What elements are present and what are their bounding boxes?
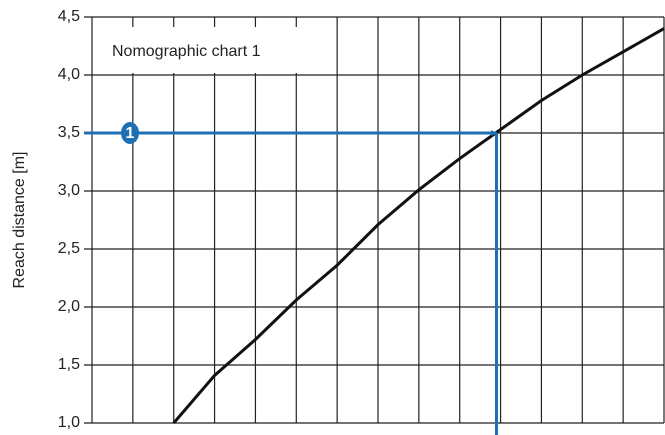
title-box xyxy=(100,27,315,73)
curve xyxy=(172,27,665,424)
y-tick-label: 3,5 xyxy=(58,124,80,141)
y-tick-label: 2,0 xyxy=(58,298,80,315)
y-tick-label: 4,0 xyxy=(58,66,80,83)
annotation-label: 1 xyxy=(126,125,135,142)
y-axis-label: Reach distance [m] xyxy=(11,152,28,289)
y-tick-label: 4,5 xyxy=(58,8,80,25)
y-tick-label: 3,0 xyxy=(58,182,80,199)
chart-title: Nomographic chart 1 xyxy=(112,43,261,60)
y-tick-label: 1,5 xyxy=(58,356,80,373)
y-tick-label: 1,0 xyxy=(58,414,80,431)
y-tick-label: 2,5 xyxy=(58,240,80,257)
annotation-marker xyxy=(121,122,139,144)
